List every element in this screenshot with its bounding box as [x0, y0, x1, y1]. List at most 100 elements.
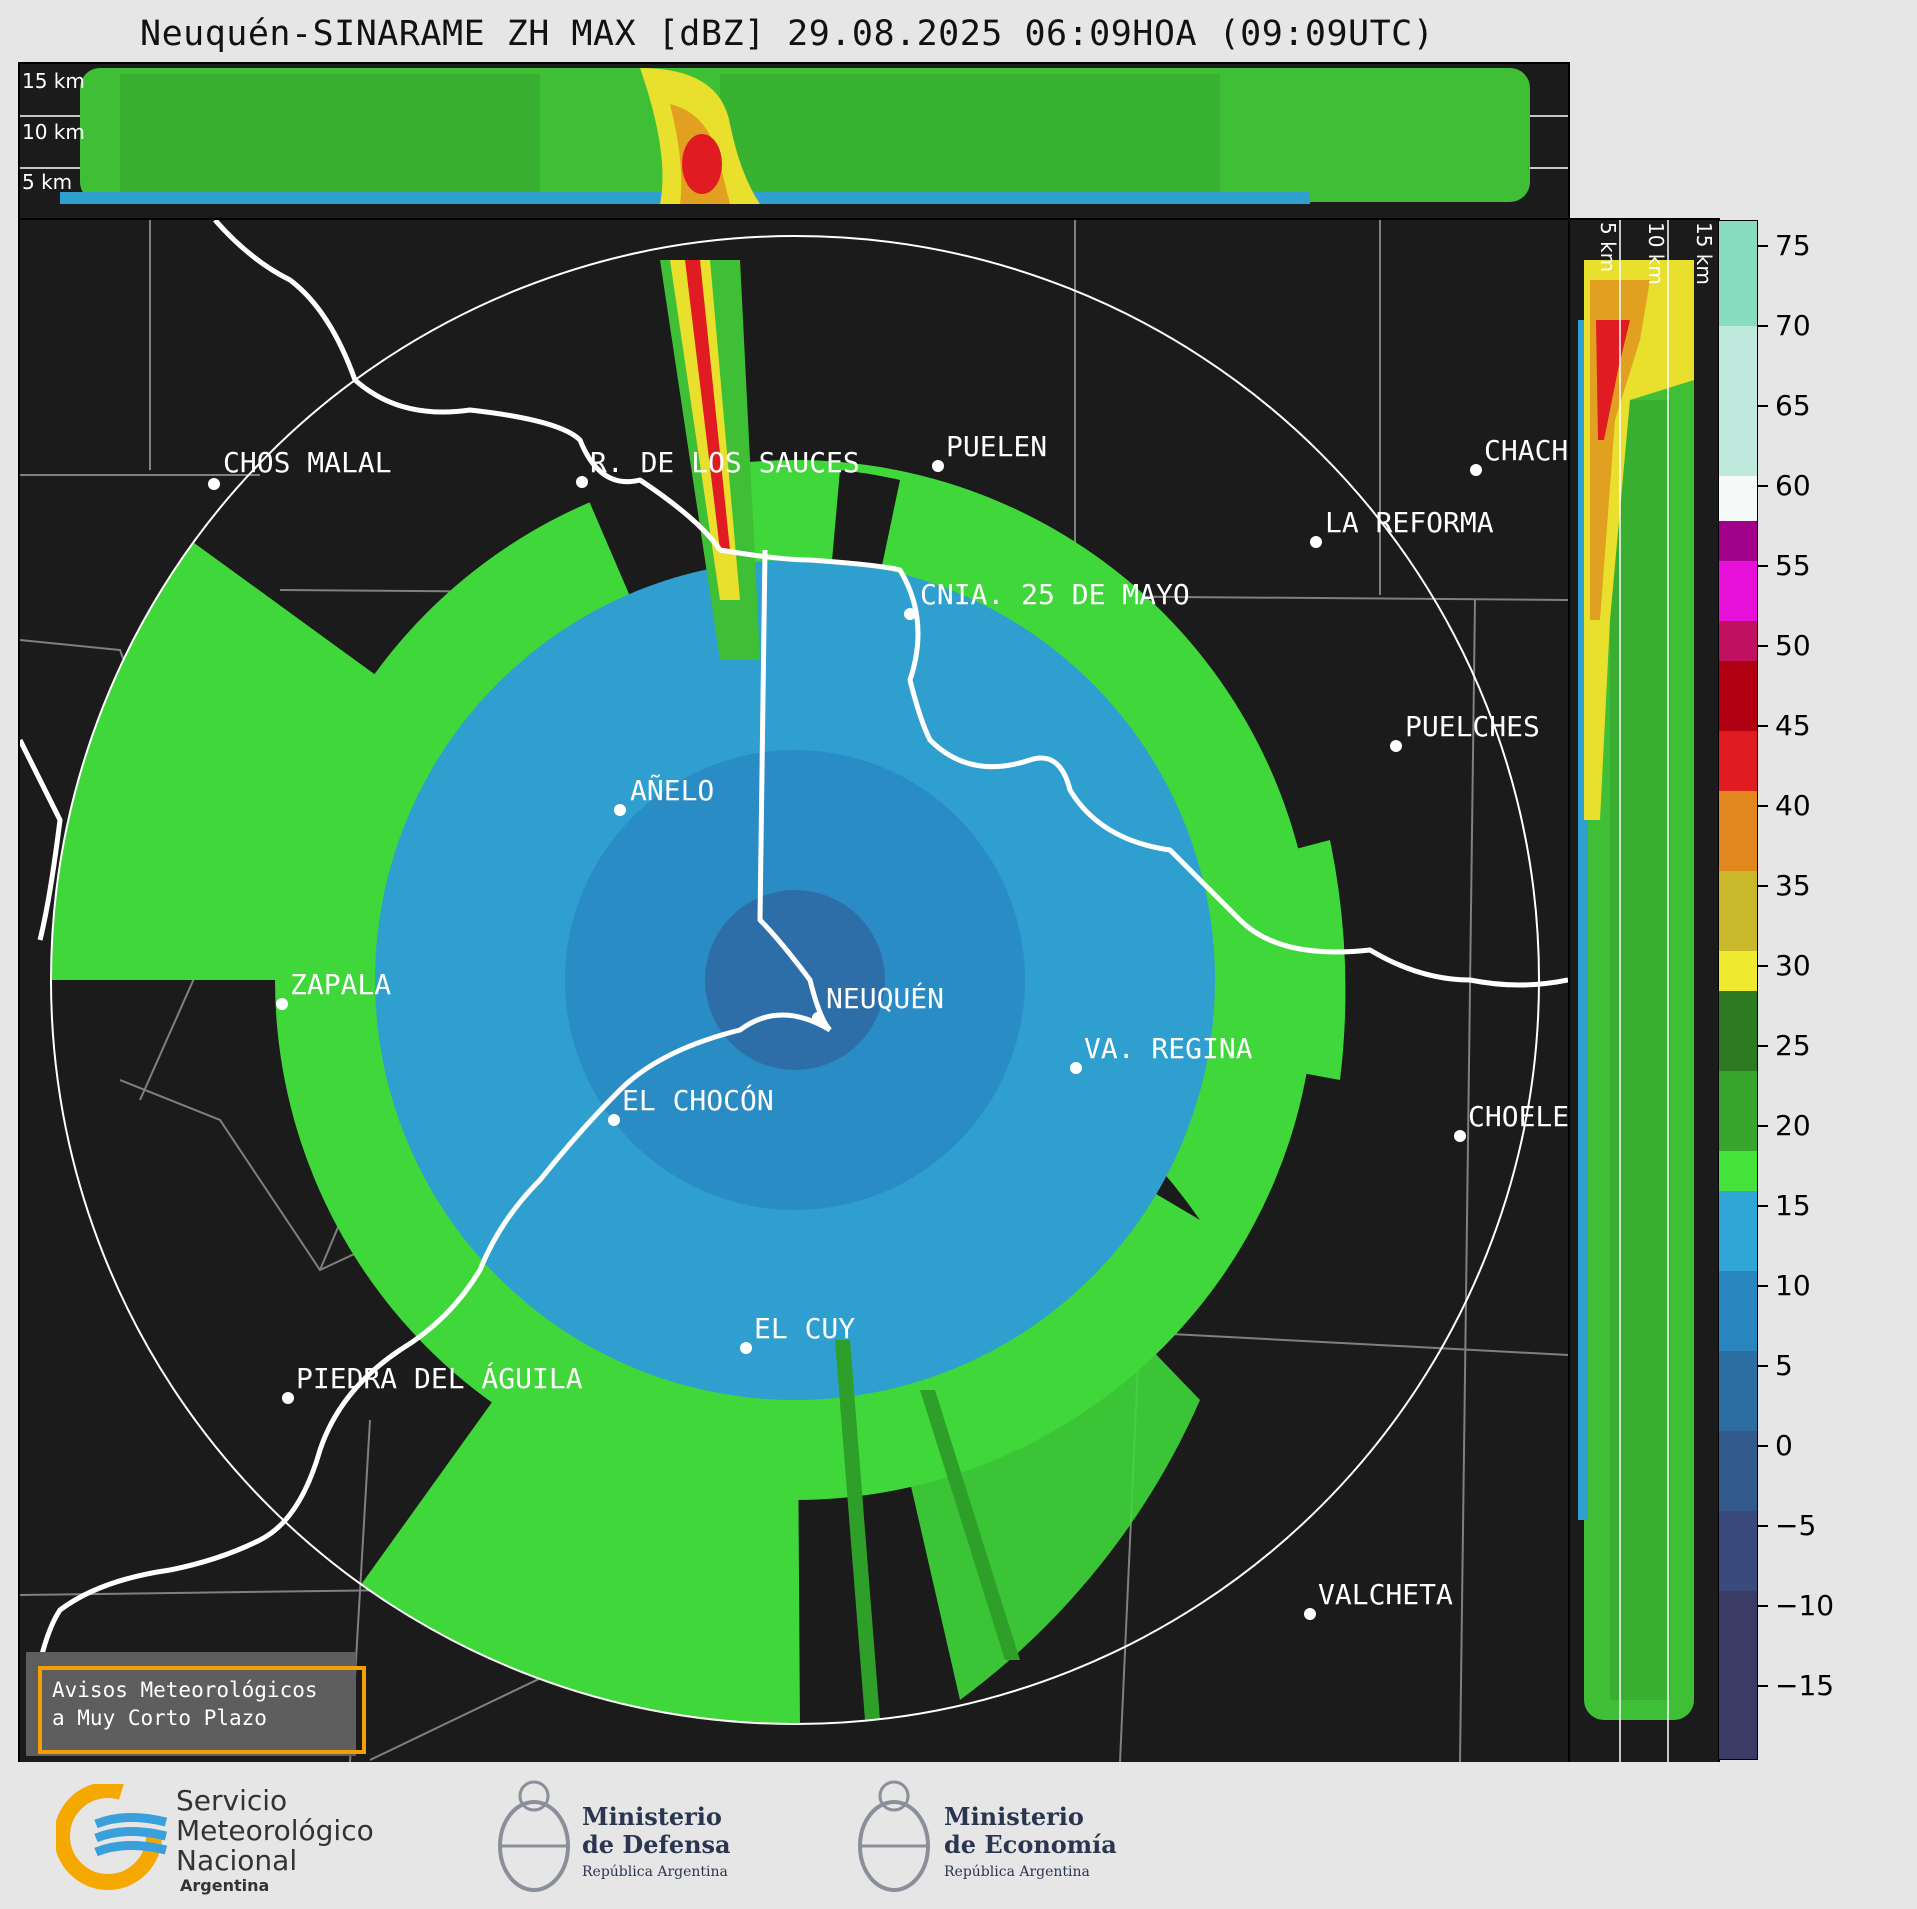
colorbar-tick	[1758, 1525, 1768, 1527]
colorbar-tick	[1758, 565, 1768, 567]
city-label-neuquen: NEUQUÉN	[826, 982, 945, 1015]
chart-title: Neuquén-SINARAME ZH MAX [dBZ] 29.08.2025…	[140, 14, 1435, 54]
city-dot-el-chocon	[608, 1114, 620, 1126]
economia-line-2: de Economía	[944, 1830, 1117, 1859]
colorbar-label-35: 35	[1775, 869, 1811, 902]
colorbar-label-25: 25	[1775, 1029, 1811, 1062]
city-label-el-cuy: EL CUY	[754, 1312, 856, 1345]
colorbar-tick	[1758, 1045, 1768, 1047]
smn-line-4: Argentina	[180, 1876, 270, 1895]
top-height-label-15: 15 km	[22, 69, 85, 93]
city-dot-villa-regina	[1070, 1062, 1082, 1074]
city-label-zapala: ZAPALA	[290, 968, 392, 1001]
colorbar-label-60: 60	[1775, 469, 1811, 502]
top-height-label-5: 5 km	[22, 170, 73, 194]
colorbar-tick	[1758, 1685, 1768, 1687]
city-dot-rincon-de-los-sauces	[576, 476, 588, 488]
city-label-rincon-de-los-sauces: R. DE LOS SAUCES	[590, 446, 860, 479]
colorbar-label-55: 55	[1775, 549, 1811, 582]
top-cross-section-panel: 15 km 10 km 5 km	[18, 62, 1570, 220]
city-label-piedra-del-aguila: PIEDRA DEL ÁGUILA	[296, 1362, 583, 1395]
colorbar-label-minus-10: −10	[1775, 1589, 1835, 1622]
city-dot-anelo	[614, 804, 626, 816]
radar-map-panel: CHOS MALAL R. DE LOS SAUCES PUELEN CHACH…	[18, 218, 1570, 1764]
notice-line-1: Avisos Meteorológicos	[52, 1678, 318, 1702]
city-label-chos-malal: CHOS MALAL	[223, 446, 392, 479]
colorbar-label-10: 10	[1775, 1269, 1811, 1302]
city-dot-puelen	[932, 460, 944, 472]
colorbar-label-75: 75	[1775, 229, 1811, 262]
economia-coat-of-arms-icon	[858, 1780, 930, 1892]
smn-line-2: Meteorológico	[176, 1814, 374, 1847]
city-label-valcheta: VALCHETA	[1318, 1578, 1453, 1611]
defensa-line-3: República Argentina	[582, 1864, 728, 1880]
colorbar-tick	[1758, 405, 1768, 407]
city-dot-el-cuy	[740, 1342, 752, 1354]
colorbar-tick	[1758, 645, 1768, 647]
colorbar-tick	[1758, 1125, 1768, 1127]
city-dot-zapala	[276, 998, 288, 1010]
city-label-chacharramendi: CHACH	[1484, 434, 1569, 467]
smn-line-1: Servicio	[176, 1784, 288, 1817]
smn-logo-icon	[56, 1784, 168, 1890]
city-label-anelo: AÑELO	[630, 774, 715, 807]
colorbar-tick	[1758, 885, 1768, 887]
city-label-colonia-25-de-mayo: CNIA. 25 DE MAYO	[920, 578, 1190, 611]
colorbar-tick	[1758, 325, 1768, 327]
colorbar-label-5: 5	[1775, 1349, 1793, 1382]
city-dot-chacharramendi	[1470, 464, 1482, 476]
colorbar-label-70: 70	[1775, 309, 1811, 342]
notice-line-2: a Muy Corto Plazo	[52, 1706, 267, 1730]
city-dot-piedra-del-aguila	[282, 1392, 294, 1404]
city-label-choele-choel: CHOELE	[1468, 1100, 1570, 1133]
side-cross-section-panel: 5 km 10 km 15 km	[1568, 218, 1720, 1764]
city-label-puelches: PUELCHES	[1405, 710, 1540, 743]
colorbar-label-15: 15	[1775, 1189, 1811, 1222]
colorbar-label-minus-15: −15	[1775, 1669, 1835, 1702]
side-height-label-10: 10 km	[1644, 222, 1668, 285]
city-dot-colonia-25-de-mayo	[904, 608, 916, 620]
colorbar-label-50: 50	[1775, 629, 1811, 662]
colorbar-label-minus-5: −5	[1775, 1509, 1817, 1542]
colorbar-tick	[1758, 965, 1768, 967]
radar-echoes	[51, 260, 1346, 1724]
top-cross-section-graphic	[20, 68, 1568, 204]
city-dot-la-reforma	[1310, 536, 1322, 548]
side-height-label-15: 15 km	[1692, 222, 1716, 285]
colorbar-tick	[1758, 245, 1768, 247]
colorbar-tick	[1758, 1205, 1768, 1207]
city-label-puelen: PUELEN	[946, 430, 1048, 463]
colorbar-label-20: 20	[1775, 1109, 1811, 1142]
smn-line-3: Nacional	[176, 1844, 298, 1877]
defensa-line-2: de Defensa	[582, 1830, 731, 1859]
footer-logos: Servicio Meteorológico Nacional Argentin…	[0, 1762, 1917, 1909]
defensa-coat-of-arms-icon	[498, 1780, 570, 1892]
city-dot-chos-malal	[208, 478, 220, 490]
city-label-la-reforma: LA REFORMA	[1325, 506, 1494, 539]
colorbar-tick	[1758, 725, 1768, 727]
side-height-label-5: 5 km	[1596, 222, 1620, 273]
city-label-villa-regina: VA. REGINA	[1084, 1032, 1253, 1065]
dbz-colorbar	[1718, 220, 1758, 1760]
colorbar-label-0: 0	[1775, 1429, 1793, 1462]
range-ring	[50, 235, 1540, 1725]
economia-line-1: Ministerio	[944, 1802, 1084, 1831]
colorbar-tick	[1758, 1285, 1768, 1287]
notice-frame: Avisos Meteorológicos a Muy Corto Plazo	[38, 1666, 366, 1754]
city-label-el-chocon: EL CHOCÓN	[622, 1084, 774, 1117]
colorbar-label-45: 45	[1775, 709, 1811, 742]
defensa-line-1: Ministerio	[582, 1802, 722, 1831]
city-dot-valcheta	[1304, 1608, 1316, 1620]
city-dot-neuquen	[812, 1012, 824, 1024]
economia-line-3: República Argentina	[944, 1864, 1090, 1880]
city-dot-puelches	[1390, 740, 1402, 752]
colorbar-tick	[1758, 1365, 1768, 1367]
radar-map-graphic	[20, 220, 1568, 1762]
colorbar-tick	[1758, 805, 1768, 807]
colorbar-label-65: 65	[1775, 389, 1811, 422]
side-cross-section-graphic	[1578, 220, 1694, 1762]
colorbar-tick	[1758, 485, 1768, 487]
notice-box: Avisos Meteorológicos a Muy Corto Plazo	[26, 1652, 366, 1756]
colorbar-tick	[1758, 1605, 1768, 1607]
colorbar-label-40: 40	[1775, 789, 1811, 822]
